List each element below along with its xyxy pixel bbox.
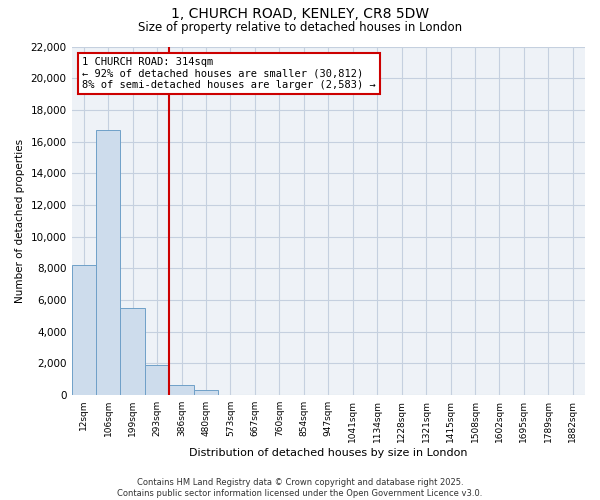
- Text: 1 CHURCH ROAD: 314sqm
← 92% of detached houses are smaller (30,812)
8% of semi-d: 1 CHURCH ROAD: 314sqm ← 92% of detached …: [82, 57, 376, 90]
- Text: Contains HM Land Registry data © Crown copyright and database right 2025.
Contai: Contains HM Land Registry data © Crown c…: [118, 478, 482, 498]
- Bar: [194, 390, 218, 395]
- Text: Size of property relative to detached houses in London: Size of property relative to detached ho…: [138, 21, 462, 34]
- Bar: [145, 365, 169, 395]
- Y-axis label: Number of detached properties: Number of detached properties: [15, 138, 25, 303]
- Text: 1, CHURCH ROAD, KENLEY, CR8 5DW: 1, CHURCH ROAD, KENLEY, CR8 5DW: [171, 8, 429, 22]
- Bar: [71, 265, 96, 395]
- X-axis label: Distribution of detached houses by size in London: Distribution of detached houses by size …: [189, 448, 467, 458]
- Bar: [96, 130, 121, 395]
- Bar: [169, 385, 194, 395]
- Bar: [121, 308, 145, 395]
